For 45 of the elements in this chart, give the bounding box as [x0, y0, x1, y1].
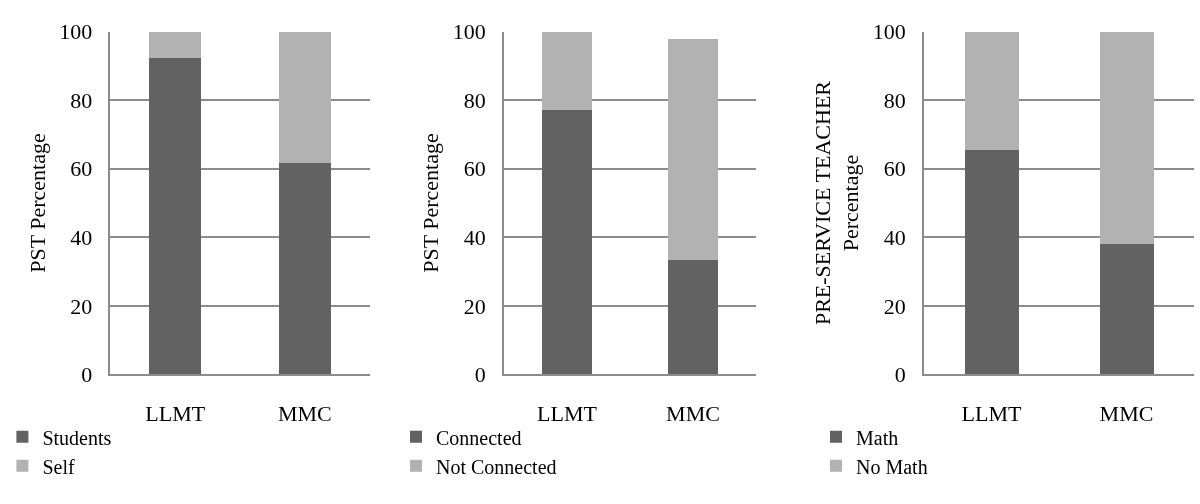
y-tick-label: 60	[463, 156, 486, 182]
legend-label: Students	[42, 426, 112, 449]
bar	[149, 58, 202, 375]
bar	[667, 38, 719, 261]
bar	[1099, 244, 1154, 375]
y-axis-title: PRE-SERVICE TEACHER Percentage	[809, 80, 864, 326]
legend-label: No Math	[856, 455, 928, 478]
bar	[667, 260, 719, 375]
x-tick-label: LLMT	[537, 400, 598, 426]
legend-label: Math	[856, 426, 899, 449]
bar	[541, 31, 593, 111]
bar	[964, 150, 1019, 375]
x-tick-label: MMC	[1099, 400, 1154, 426]
y-axis-title: PST Percentage	[418, 133, 444, 273]
bar	[149, 31, 202, 59]
legend-label: Self	[42, 455, 75, 478]
y-tick-label: 80	[70, 87, 93, 113]
y-tick-label: 20	[70, 293, 93, 319]
x-tick-label: LLMT	[145, 400, 206, 426]
bar	[1099, 31, 1154, 245]
y-tick-label: 20	[463, 293, 486, 319]
y-tick-label: 80	[463, 87, 486, 113]
legend-label: Connected	[436, 426, 522, 449]
y-tick-label: 100	[872, 19, 906, 45]
y-tick-label: 0	[81, 362, 93, 388]
y-tick-label: 40	[883, 224, 906, 250]
y-tick-label: 20	[883, 293, 906, 319]
y-tick-label: 100	[452, 19, 486, 45]
x-tick-label: MMC	[666, 400, 720, 426]
bar	[278, 162, 331, 375]
legend-label: Not Connected	[436, 455, 557, 478]
x-tick-label: MMC	[277, 400, 332, 426]
y-tick-label: 100	[59, 19, 93, 45]
x-tick-label: LLMT	[961, 400, 1022, 426]
y-tick-label: 80	[883, 87, 906, 113]
bar	[964, 31, 1019, 151]
y-axis-title: PST Percentage	[24, 133, 50, 273]
bar	[541, 110, 593, 375]
bar	[278, 31, 331, 163]
y-tick-label: 60	[70, 156, 93, 182]
y-tick-label: 60	[883, 156, 906, 182]
y-tick-label: 40	[463, 224, 486, 250]
y-tick-label: 0	[474, 362, 486, 388]
y-tick-label: 0	[894, 362, 906, 388]
y-tick-label: 40	[70, 224, 93, 250]
